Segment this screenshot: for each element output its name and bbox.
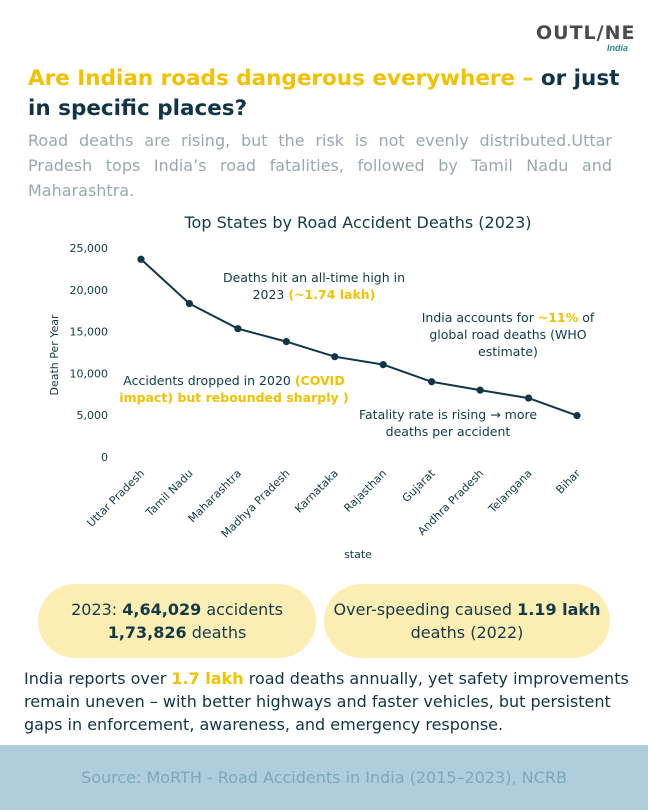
data-point xyxy=(524,394,533,402)
data-point xyxy=(137,255,145,263)
x-tick-label: Karnataka xyxy=(292,467,341,516)
summary-highlight: 1.7 lakh xyxy=(171,669,244,688)
chart-annotation: Fatality rate is rising → more deaths per… xyxy=(359,407,537,439)
data-point xyxy=(234,325,242,333)
chart-title: Top States by Road Accident Deaths (2023… xyxy=(183,213,531,232)
stat-overspeeding-value: 1.19 lakh xyxy=(517,600,601,619)
intro-text: Road deaths are rising, but the risk is … xyxy=(28,131,612,200)
stat-suffix: deaths (2022) xyxy=(410,623,524,642)
data-point xyxy=(185,299,194,308)
stat-pill-overspeeding: Over-speeding caused 1.19 lakh deaths (2… xyxy=(324,584,610,658)
headline-part-dark: or just in specific places? xyxy=(28,66,620,121)
x-tick-label: Uttar Pradesh xyxy=(84,467,147,530)
y-tick-label: 10,000 xyxy=(70,367,109,380)
stat-prefix: 2023: xyxy=(71,600,123,619)
y-tick-label: 20,000 xyxy=(70,284,109,297)
chart-annotation: India accounts for ~11% of global road de… xyxy=(422,310,595,359)
chart-annotation: Accidents dropped in 2020 (COVID impact) … xyxy=(119,373,348,405)
stat-accidents-label: accidents xyxy=(201,600,283,619)
data-point xyxy=(282,338,290,346)
data-points xyxy=(137,255,581,420)
stat-deaths-label: deaths xyxy=(186,623,247,642)
outline-india-logo: OUTL/NE India xyxy=(536,22,636,58)
x-axis-label: state xyxy=(344,548,372,561)
data-point xyxy=(379,361,387,369)
headline: Are Indian roads dangerous everywhere – … xyxy=(28,64,628,124)
x-tick-label: Gujarat xyxy=(400,466,439,505)
summary-after: road deaths annually, yet safety improve… xyxy=(24,669,629,734)
logo-subtext: India xyxy=(606,43,628,53)
stat-prefix: Over-speeding caused xyxy=(333,600,518,619)
stat-pill-2023: 2023: 4,64,029 accidents 1,73,826 deaths xyxy=(38,584,316,658)
y-tick-label: 0 xyxy=(101,451,108,464)
x-tick-label: Tamil Nadu xyxy=(143,467,196,520)
summary-text: India reports over 1.7 lakh road deaths … xyxy=(24,667,630,736)
logo-wordmark: OUTL/NE xyxy=(536,22,636,44)
y-axis-label: Death Per Year xyxy=(48,314,61,396)
x-tick-label: Rajasthan xyxy=(341,467,389,515)
stat-deaths-value: 1,73,826 xyxy=(107,623,187,642)
line-chart: Top States by Road Accident Deaths (2023… xyxy=(48,213,595,561)
data-point xyxy=(476,386,484,394)
chart-annotation: Deaths hit an all-time high in 2023 (~1.7… xyxy=(223,270,405,302)
data-point xyxy=(428,378,436,386)
y-tick-label: 5,000 xyxy=(77,409,109,422)
data-point xyxy=(573,412,581,420)
annotations: Deaths hit an all-time high in 2023 (~1.7… xyxy=(119,270,595,439)
series-line xyxy=(140,258,578,417)
source-text: Source: MoRTH - Road Accidents in India … xyxy=(81,768,567,787)
x-tick-label: Bihar xyxy=(554,467,584,497)
x-tick-label: Telangana xyxy=(485,467,534,516)
stat-accidents-value: 4,64,029 xyxy=(122,600,202,619)
source-footer: Source: MoRTH - Road Accidents in India … xyxy=(0,745,648,810)
y-tick-label: 15,000 xyxy=(70,326,109,339)
headline-part-yellow: Are Indian roads dangerous everywhere – xyxy=(28,66,541,91)
summary-before: India reports over xyxy=(24,669,172,688)
y-axis: 0 5,000 10,000 15,000 20,000 25,000 xyxy=(70,242,109,464)
y-tick-label: 25,000 xyxy=(70,242,109,255)
data-point xyxy=(331,353,339,361)
